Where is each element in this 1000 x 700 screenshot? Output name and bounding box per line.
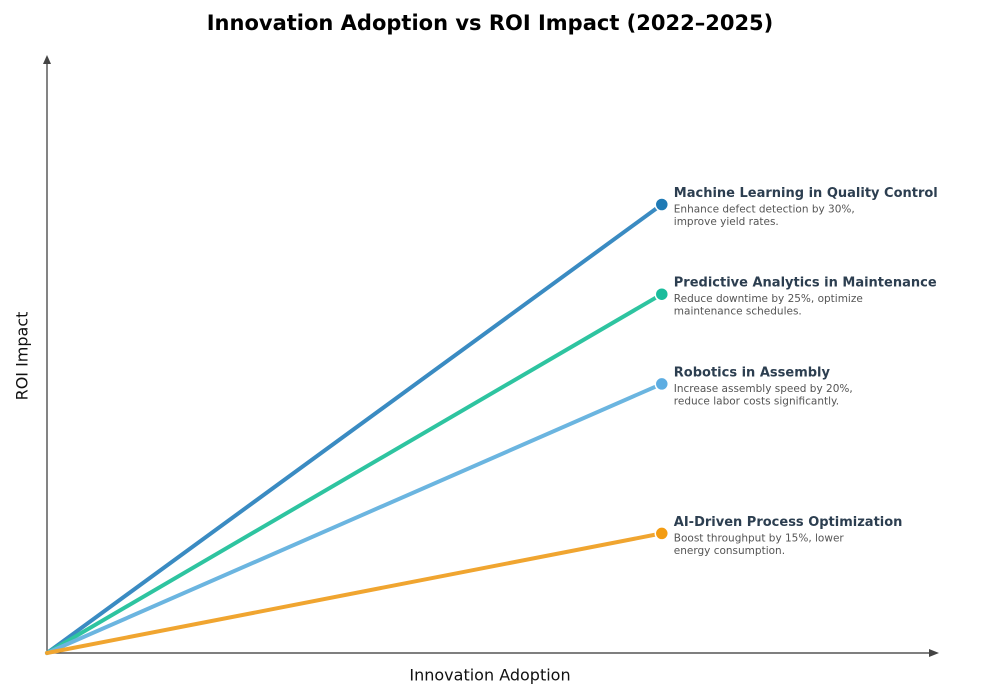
series-description: Enhance defect detection by 30%, (674, 204, 855, 216)
plot-area: Machine Learning in Quality Control Enhan… (45, 186, 938, 655)
series-description: maintenance schedules. (674, 306, 802, 318)
series-description: Boost throughput by 15%, lower (674, 532, 845, 544)
series-name: Robotics in Assembly (674, 365, 831, 380)
series-description: energy consumption. (674, 545, 785, 557)
series-line (45, 292, 664, 655)
series-description: Increase assembly speed by 20%, (674, 383, 853, 395)
series-name: AI-Driven Process Optimization (674, 515, 903, 530)
end-point (654, 286, 670, 302)
x-axis-title: Innovation Adoption (409, 666, 570, 685)
series-description: improve yield rates. (674, 216, 779, 228)
series-description: Reduce downtime by 25%, optimize (674, 293, 863, 305)
series-description: reduce labor costs significantly. (674, 395, 839, 407)
x-axis-arrow (929, 649, 939, 657)
end-point (654, 526, 670, 541)
y-axis-title: ROI Impact (13, 312, 32, 401)
series-line (45, 531, 664, 655)
end-point (654, 197, 670, 212)
series-line (45, 381, 664, 655)
chart-title: Innovation Adoption vs ROI Impact (2022–… (207, 11, 774, 35)
series-line (45, 202, 664, 655)
series-name: Predictive Analytics in Maintenance (674, 276, 937, 291)
end-point (654, 376, 670, 392)
series-name: Machine Learning in Quality Control (674, 186, 938, 201)
y-axis-arrow (43, 55, 51, 64)
